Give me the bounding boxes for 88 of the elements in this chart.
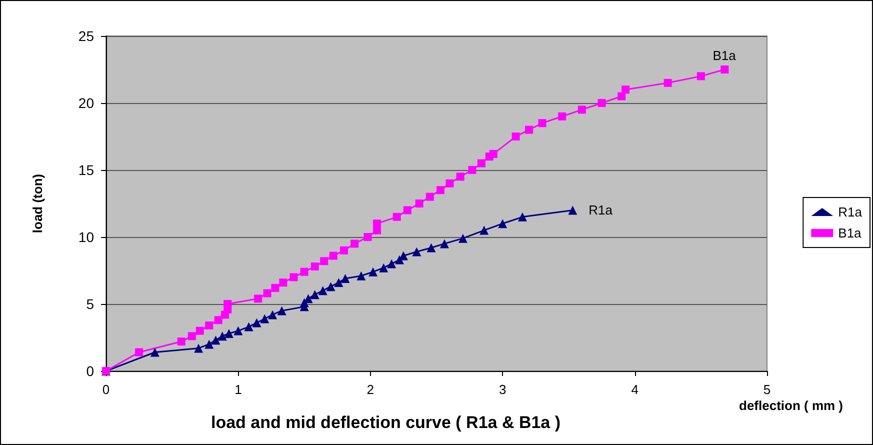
point [598,99,606,107]
point [356,271,366,280]
point [290,273,298,282]
point [263,289,272,298]
x-tick-label: 2 [366,382,374,397]
point [664,78,672,87]
y-tick-label: 0 [86,363,94,379]
point [326,282,336,292]
point [412,247,422,256]
point [211,336,220,345]
point [277,306,286,316]
point [436,186,444,194]
point [477,159,486,168]
point [392,212,401,221]
y-tick-label: 15 [78,162,94,178]
y-tick-label: 10 [78,229,94,245]
point [446,179,454,188]
y-axis-title: load (ton) [30,174,45,234]
point [350,240,359,248]
point [224,300,232,308]
point [379,263,388,272]
point [415,200,424,208]
point [538,119,546,128]
point [318,286,328,296]
x-tick-label: 3 [498,382,506,397]
point [334,278,344,288]
point [188,332,196,340]
x-tick-label: 1 [234,382,242,397]
point [512,132,520,140]
point [329,252,338,260]
point [177,338,186,346]
point [558,112,566,120]
point [456,172,464,181]
point [320,257,328,266]
point [214,316,222,324]
point [426,192,434,201]
point [205,321,214,330]
point [458,234,468,243]
text: load and mid deflection curve ( R1a & B1a ) [211,413,561,432]
point [498,219,508,228]
point [310,262,319,270]
text: B1a [712,48,736,63]
point [618,92,626,100]
point [260,314,270,324]
point [254,294,262,303]
point [234,326,243,336]
x-tick-label: 5 [763,382,771,397]
legend-label: R1a [838,204,863,220]
point [271,284,280,292]
legend-label: B1a [838,226,862,240]
point [403,206,412,214]
point [720,66,729,74]
point [468,166,476,174]
x-axis-title: deflection ( mm ) [739,398,844,413]
point [218,332,227,341]
point [578,106,586,114]
x-tick-label: 0 [102,382,110,397]
point [480,226,489,235]
point [310,290,320,300]
point [489,150,498,158]
y-tick-label: 25 [78,28,94,44]
point [300,268,308,276]
point [244,322,254,332]
point [196,326,204,335]
point [150,348,160,357]
point [696,72,705,80]
point [224,328,234,338]
point [204,340,214,349]
point [135,348,144,356]
point [279,278,288,287]
x-tick-label: 4 [631,382,638,397]
point [440,239,449,248]
point [622,86,630,94]
point [194,344,204,353]
y-tick-label: 20 [78,95,94,111]
point [525,126,534,134]
point [340,246,348,254]
point [368,267,378,276]
point [268,310,278,320]
point [426,243,436,252]
point [252,318,262,328]
point [518,212,527,222]
point [340,274,350,284]
point [387,259,396,268]
text: R1a [588,202,613,218]
point [568,206,578,215]
y-tick-label: 5 [86,296,94,312]
point [364,233,372,241]
